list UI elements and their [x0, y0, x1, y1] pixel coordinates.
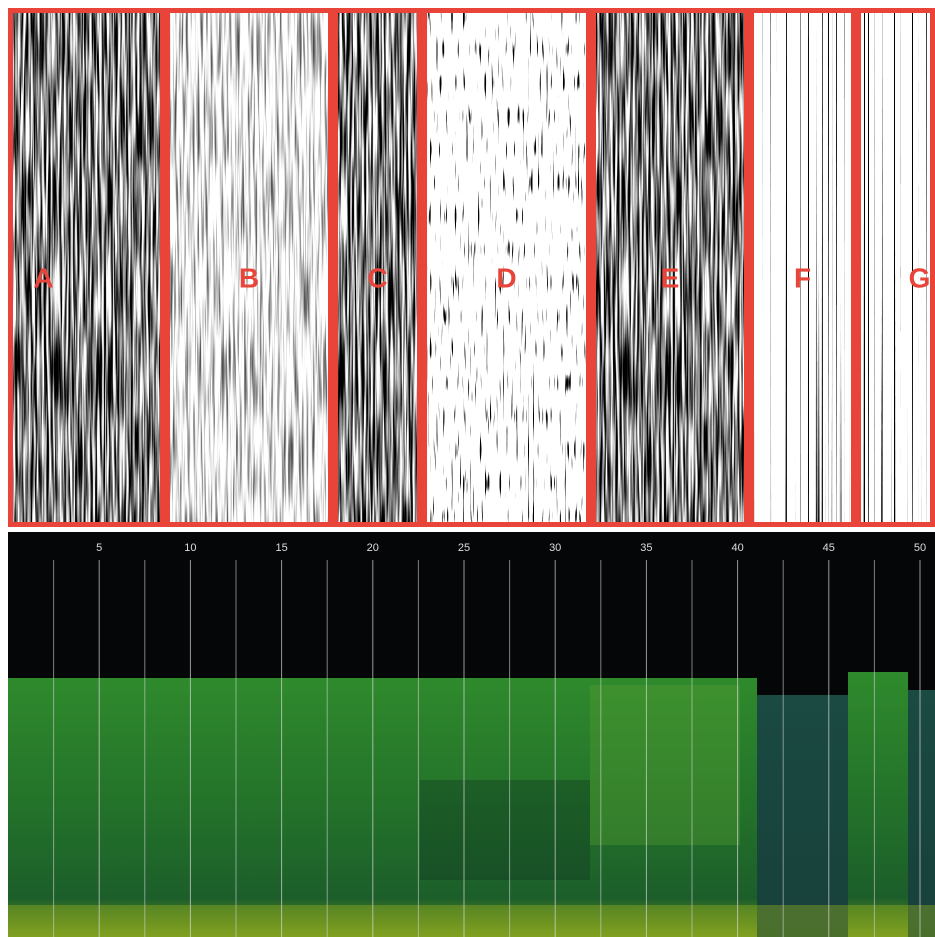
figure: A B C D E F G 5 10 15 20 25 30 35 40 45 50	[0, 0, 935, 937]
tick-label: 15	[275, 542, 287, 554]
tick-label: 40	[731, 542, 743, 554]
panel-label: E	[661, 262, 680, 293]
texture	[8, 8, 165, 527]
spectrum-band	[908, 690, 935, 937]
panel-label: D	[496, 262, 516, 293]
panel-label: B	[239, 262, 259, 293]
panel-label: F	[794, 262, 811, 293]
panel-label: G	[909, 262, 931, 293]
tick-label: 10	[184, 542, 196, 554]
shade	[420, 780, 590, 880]
tick-label: 35	[640, 542, 652, 554]
tick-label: 45	[823, 542, 835, 554]
tick-label: 25	[458, 542, 470, 554]
tick-label: 20	[367, 542, 379, 554]
spectrum-band	[848, 672, 908, 937]
panel-label: A	[33, 262, 53, 293]
spectrum-band	[757, 695, 848, 937]
panel-label: C	[367, 262, 387, 293]
tick-label: 50	[914, 542, 926, 554]
highlight	[590, 685, 740, 845]
tick-label: 30	[549, 542, 561, 554]
tick-label: 5	[96, 542, 102, 554]
low-band	[8, 905, 935, 937]
spectrogram	[8, 532, 935, 937]
